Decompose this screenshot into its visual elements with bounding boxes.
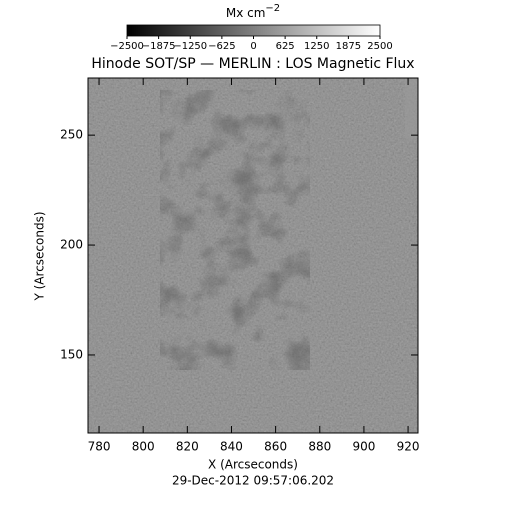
colorbar-tick-label: 0 [250,41,256,52]
x-axis-label: X (Arcseconds) [208,458,298,472]
x-tick-label: 920 [397,440,420,454]
colorbar-label: Mx cm−2 [226,3,280,20]
x-tick-label: 840 [220,440,243,454]
image-edge [405,78,418,138]
colorbar-tick-label: −2500 [110,41,144,52]
y-tick-label: 200 [60,238,83,252]
colorbar-tick-label: 2500 [367,41,392,52]
subtitle: 29-Dec-2012 09:57:06.202 [172,474,334,488]
colorbar-tick-label: −1875 [142,41,176,52]
colorbar-label-text: Mx cm [226,6,266,20]
colorbar [126,24,381,37]
y-tick-label: 250 [60,128,83,142]
chart-title: Hinode SOT/SP — MERLIN : LOS Magnetic Fl… [91,56,414,72]
y-tick-label: 150 [60,347,83,361]
image [88,78,418,433]
image-flux [160,90,310,370]
colorbar-tick-label: −625 [208,41,235,52]
x-tick-label: 860 [264,440,287,454]
x-tick-label: 900 [352,440,375,454]
colorbar-tick-label: 625 [276,41,295,52]
x-tick-label: 780 [88,440,111,454]
plot-frame [87,77,419,434]
colorbar-tick-label: −1250 [173,41,207,52]
colorbar-label-exponent: −2 [265,3,280,14]
x-tick-label: 880 [308,440,331,454]
y-axis-label: Y (Arcseconds) [33,211,47,301]
colorbar-tick-label: 1250 [304,41,329,52]
x-tick-label: 800 [132,440,155,454]
x-tick-label: 820 [176,440,199,454]
colorbar-tick-label: 1875 [336,41,361,52]
